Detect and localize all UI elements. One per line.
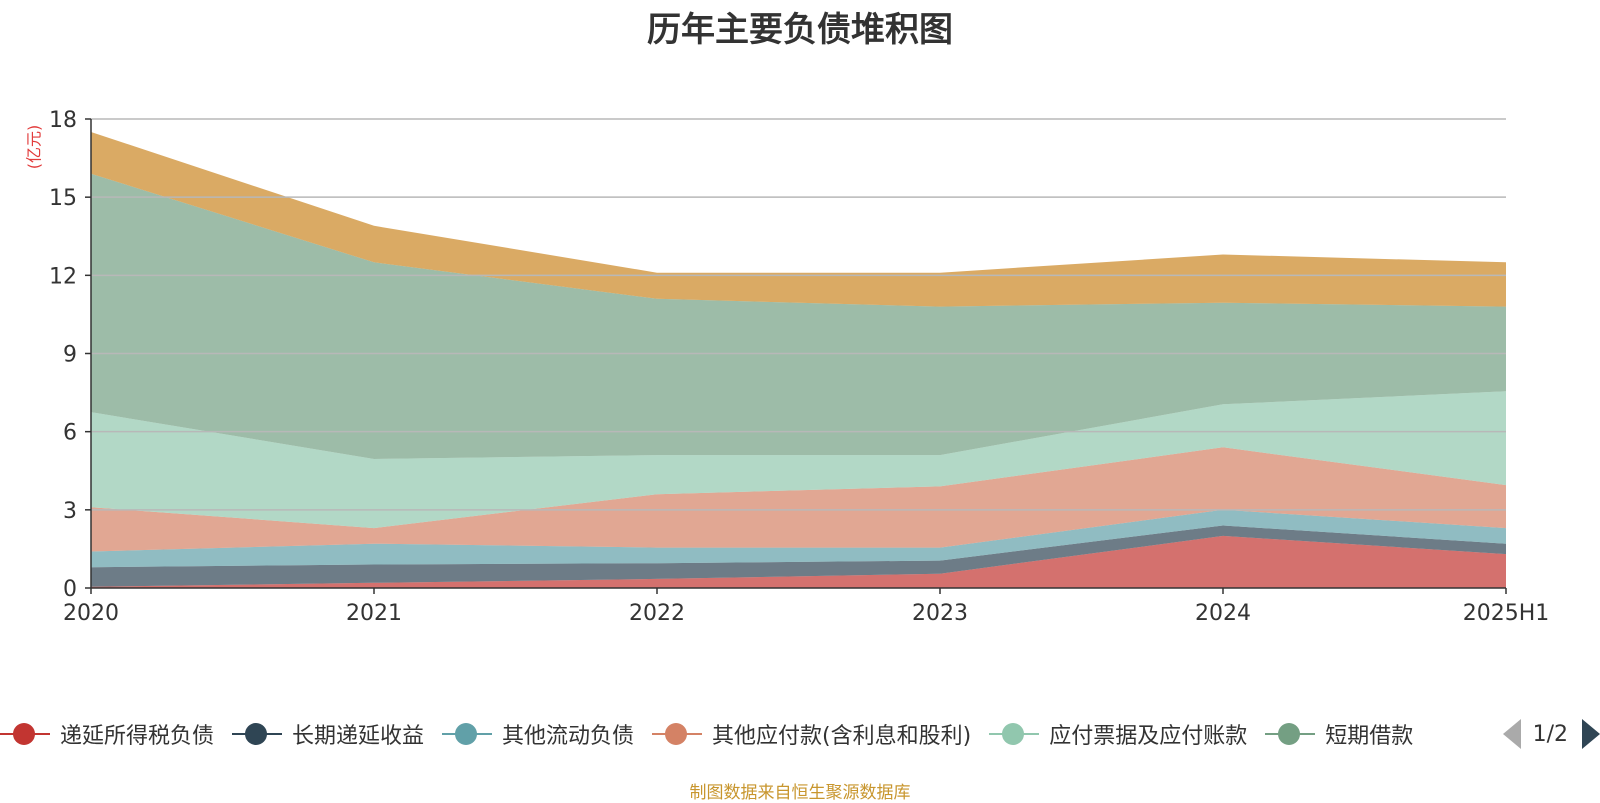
source-note: 制图数据来自恒生聚源数据库 bbox=[689, 783, 911, 803]
x-tick-label-5: 2025H1 bbox=[1463, 601, 1550, 626]
legend-item-4[interactable]: 应付票据及应付账款 bbox=[989, 718, 1247, 750]
legend-label: 应付票据及应付账款 bbox=[1049, 724, 1248, 749]
legend-next-page-icon[interactable] bbox=[1582, 719, 1600, 749]
y-tick-label-4: 12 bbox=[49, 264, 77, 289]
x-tick-label-1: 2021 bbox=[346, 601, 402, 626]
legend-track: 递延所得税负债 长期递延收益 其他流动负债 其他应付款(含利息和股利) 应付票据及应付账… bbox=[0, 714, 1482, 754]
area-series-2 bbox=[91, 509, 1506, 568]
x-tick-label-3: 2023 bbox=[912, 601, 968, 626]
area-series-3 bbox=[91, 447, 1506, 552]
legend-item-3[interactable]: 其他应付款(含利息和股利) bbox=[652, 718, 971, 750]
legend-viewport: 递延所得税负债 长期递延收益 其他流动负债 其他应付款(含利息和股利) 应付票据及应付账… bbox=[0, 714, 1482, 754]
x-tick-label-0: 2020 bbox=[63, 601, 119, 626]
legend-label: 长期递延收益 bbox=[292, 724, 425, 749]
y-tick-label-5: 15 bbox=[49, 186, 77, 211]
chart-title: 历年主要负债堆积图 bbox=[647, 10, 953, 50]
y-tick-label-6: 18 bbox=[49, 108, 77, 133]
legend-page-indicator: 1/2 bbox=[1532, 721, 1568, 747]
legend-item-2[interactable]: 其他流动负债 bbox=[442, 718, 634, 750]
area-series-4 bbox=[91, 391, 1506, 529]
legend-item-1[interactable]: 长期递延收益 bbox=[232, 718, 424, 750]
legend-label: 其他应付款(含利息和股利) bbox=[712, 724, 972, 749]
legend-marker-icon bbox=[1265, 722, 1316, 746]
legend-label: 递延所得税负债 bbox=[60, 724, 215, 749]
area-series-5 bbox=[91, 173, 1506, 459]
legend-item-5[interactable]: 短期借款 bbox=[1265, 718, 1413, 750]
legend-label: 其他流动负债 bbox=[502, 724, 635, 749]
y-tick-label-1: 3 bbox=[63, 499, 77, 524]
legend-marker-icon bbox=[989, 722, 1040, 746]
area-series-6 bbox=[91, 132, 1506, 307]
x-tick-label-4: 2024 bbox=[1195, 601, 1251, 626]
legend-marker-icon bbox=[0, 722, 50, 746]
y-tick-label-2: 6 bbox=[63, 421, 77, 446]
legend-item-0[interactable]: 递延所得税负债 bbox=[0, 718, 214, 750]
y-tick-label-3: 9 bbox=[63, 343, 77, 368]
chart-plot-area: 0 3 6 9 12 15 18 2020 2021 2022 2023 2024 2025H1 bbox=[49, 108, 1550, 626]
area-series-1 bbox=[91, 525, 1506, 587]
area-series-0 bbox=[91, 535, 1506, 588]
legend-label: 短期借款 bbox=[1325, 724, 1414, 749]
legend: 递延所得税负债 长期递延收益 其他流动负债 其他应付款(含利息和股利) 应付票据及应付账… bbox=[0, 714, 1600, 754]
x-tick-label-2: 2022 bbox=[629, 601, 685, 626]
legend-marker-icon bbox=[442, 722, 493, 746]
legend-prev-page-icon[interactable] bbox=[1502, 719, 1521, 749]
legend-marker-icon bbox=[652, 722, 703, 746]
legend-pager: 1/2 bbox=[1482, 714, 1600, 754]
y-tick-label-0: 0 bbox=[63, 577, 77, 602]
legend-marker-icon bbox=[232, 722, 283, 746]
